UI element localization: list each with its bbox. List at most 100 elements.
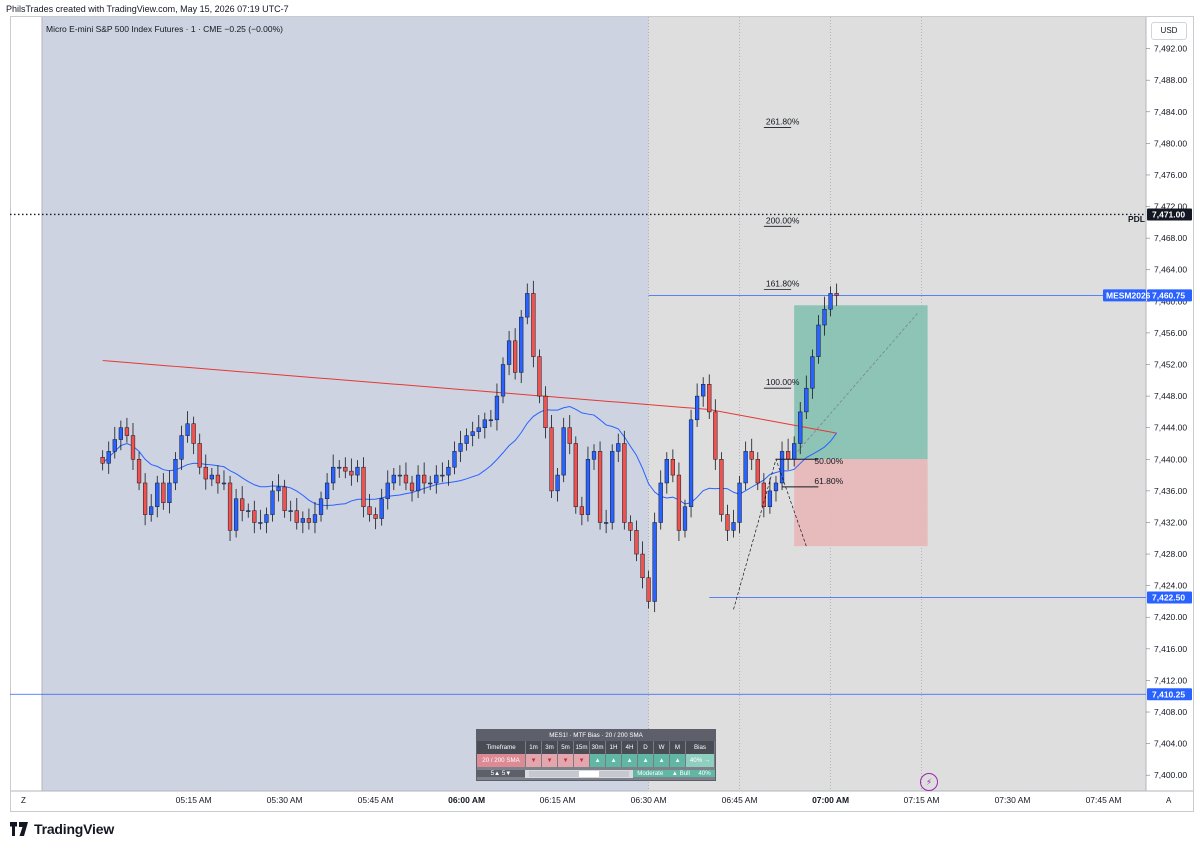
candle-body [628, 522, 633, 531]
price-label-box [1147, 208, 1192, 221]
candle-body [179, 435, 184, 460]
mtf-cell: ▼ [526, 754, 542, 767]
tradingview-logo-text: TradingView [34, 821, 115, 837]
currency-button[interactable]: USD [1151, 22, 1187, 40]
candle-body [506, 340, 512, 365]
candle-body [688, 419, 694, 507]
fib-extension[interactable]: 261.80% 200.00% 161.80% 100.00% 50.00% 61.80% [733, 117, 844, 610]
candle-body [773, 482, 779, 492]
mtf-header-cell: 3m [542, 741, 558, 754]
candle-body [749, 451, 754, 460]
price-axis[interactable]: 7,492.00 7,488.00 7,484.00 7,480.00 7,476.00… [1146, 44, 1187, 781]
price-label-value: 7,410.25 [1152, 689, 1185, 699]
candle-body [579, 506, 584, 515]
mtf-summary-row: 5▲ 5▼ Moderate ▲ Bull 40% [477, 767, 715, 780]
candle-body [288, 510, 293, 512]
pdl-label: PDL [1128, 214, 1145, 224]
price-tick-label: 7,412.00 [1154, 675, 1187, 685]
candle-body [828, 293, 833, 310]
candle-body [658, 482, 663, 523]
symbol-legend[interactable]: Micro E-mini S&P 500 Index Futures · 1 ·… [46, 24, 283, 34]
candle-body [488, 419, 494, 422]
mtf-strength-bar [525, 769, 633, 778]
candle-body [209, 474, 214, 480]
candle-body [834, 293, 839, 296]
candle-body [755, 459, 760, 484]
auto-scale-button[interactable]: A [1166, 796, 1172, 805]
mtf-summary: Moderate ▲ Bull 40% [633, 770, 715, 777]
mtf-cell: ▼ [558, 754, 574, 767]
candle-body [252, 510, 257, 523]
price-tick-label: 7,480.00 [1154, 138, 1187, 148]
mtf-cell: ▲ [638, 754, 654, 767]
candle-body [258, 522, 263, 524]
candle-body [591, 451, 597, 460]
mtf-header-cell: 30m [590, 741, 606, 754]
candle-body [464, 435, 469, 444]
mtf-bias-pct: 40% [698, 770, 711, 777]
time-tick-label: 07:45 AM [1086, 795, 1122, 805]
candle-body [822, 308, 827, 326]
price-tick-label: 7,468.00 [1154, 233, 1187, 243]
candle-body [622, 443, 627, 523]
candle-body [142, 482, 148, 515]
candle-body [149, 506, 154, 515]
horizontal-levels[interactable] [10, 213, 1146, 695]
mtf-bias: ▲ Bull [671, 770, 690, 777]
price-tick-label: 7,432.00 [1154, 517, 1187, 527]
candle-body [422, 474, 427, 484]
candle-body [106, 451, 111, 464]
candle-body [300, 518, 305, 523]
mtf-cell: ▲ [654, 754, 670, 767]
mtf-row-bias: 40% → [686, 754, 715, 767]
sma-20-polyline [102, 406, 838, 506]
time-axis[interactable]: 05:15 AM 05:30 AM 05:45 AM 06:00 AM 06:15 AM… [176, 795, 1122, 805]
candle-body [136, 459, 142, 484]
position-zones[interactable] [793, 305, 928, 547]
mtf-header-cell: Timeframe [477, 741, 526, 754]
fib-level-label: 100.00% [766, 377, 800, 387]
candle-body [221, 482, 227, 485]
mtf-bias-table: MES1! · MTF Bias · 20 / 200 SMA Timefram… [476, 729, 716, 781]
candle-body [616, 443, 621, 452]
candle-body [549, 427, 554, 492]
candle-body [792, 443, 797, 460]
footer: TradingView [8, 821, 114, 837]
sma-200-polyline [102, 360, 837, 434]
symbol-label-box [1103, 289, 1146, 302]
time-tick-label: 06:00 AM [448, 795, 485, 805]
mtf-cell: ▼ [542, 754, 558, 767]
chart-frame [10, 16, 1194, 812]
candle-body [355, 466, 360, 476]
time-tick-label: 06:30 AM [631, 795, 667, 805]
time-tick-label: 07:30 AM [995, 795, 1031, 805]
candle-body [652, 522, 657, 602]
lightning-icon[interactable]: ⚡ [920, 773, 938, 791]
candle-body [458, 443, 463, 452]
time-tick-label: 05:45 AM [358, 795, 394, 805]
candle-body [373, 514, 378, 519]
mtf-header-cell: W [654, 741, 670, 754]
fib-level-label: 200.00% [766, 215, 800, 225]
price-tick-label: 7,456.00 [1154, 328, 1187, 338]
candle-body [403, 474, 409, 484]
candle-body [597, 451, 603, 523]
candle-body [130, 435, 136, 460]
candle-body [124, 427, 130, 436]
price-tick-label: 7,416.00 [1154, 644, 1187, 654]
price-tick-label: 7,400.00 [1154, 770, 1187, 780]
mtf-cell: ▲ [622, 754, 638, 767]
candle-body [415, 474, 421, 492]
price-tick-label: 7,420.00 [1154, 612, 1187, 622]
mtf-title: MES1! · MTF Bias · 20 / 200 SMA [477, 730, 715, 741]
price-label-box [1147, 289, 1192, 302]
price-tick-label: 7,436.00 [1154, 486, 1187, 496]
position-path [793, 312, 918, 456]
candle-body [409, 482, 415, 492]
price-tick-label: 7,440.00 [1154, 454, 1187, 464]
timezone-toggle[interactable]: Z [21, 796, 26, 805]
candle-body [694, 395, 700, 421]
candle-body [646, 577, 651, 602]
fib-level-label: 161.80% [766, 278, 800, 288]
